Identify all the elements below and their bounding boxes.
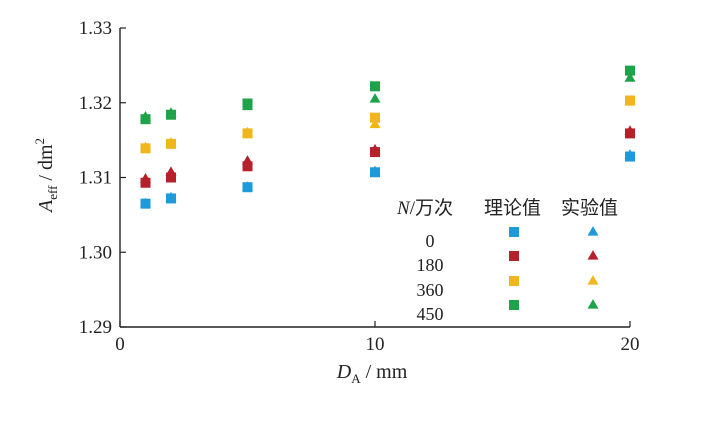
theory-point — [242, 161, 253, 172]
y-axis-unit: / dm — [35, 144, 57, 186]
theory-point — [166, 172, 176, 183]
y-tick-label: 1.29 — [79, 317, 112, 338]
x-tick-label: 0 — [115, 334, 125, 355]
theory-point — [166, 138, 176, 149]
legend: N/万次 理论值 实验值 0 180 360 450 — [396, 197, 618, 324]
axes — [119, 28, 630, 328]
theory-point — [625, 151, 635, 162]
legend-n-var: N — [396, 198, 411, 219]
legend-n-text: /万次 — [410, 197, 453, 219]
y-axis-var: A — [35, 199, 57, 214]
theory-point — [242, 98, 253, 109]
x-tick-label: 10 — [366, 334, 385, 355]
series-180 — [140, 125, 636, 188]
y-axis-sup: 2 — [32, 138, 47, 145]
y-tick-label: 1.30 — [79, 242, 112, 263]
theory-point — [370, 112, 380, 123]
y-axis-sub: eff — [45, 185, 60, 200]
theory-point — [140, 114, 151, 125]
legend-theory-marker — [509, 227, 519, 237]
y-tick-label: 1.31 — [79, 168, 112, 189]
legend-entry-label: 0 — [426, 231, 435, 251]
theory-point — [166, 193, 176, 204]
theory-point — [140, 198, 151, 209]
ticks: 1.29 1.30 1.31 1.32 1.33 0 10 20 — [79, 18, 640, 355]
theory-point — [625, 128, 635, 139]
x-axis-title: DA / mm — [336, 361, 408, 386]
theory-point — [370, 81, 380, 92]
legend-n-header: N/万次 — [396, 197, 453, 219]
series-360 — [140, 95, 636, 154]
x-tick-label: 20 — [621, 334, 640, 355]
theory-point — [140, 177, 151, 188]
theory-point — [370, 147, 380, 158]
data-points — [140, 65, 636, 209]
experiment-point — [369, 93, 381, 103]
legend-experiment-marker — [587, 275, 599, 285]
legend-experiment-marker — [587, 226, 599, 236]
legend-entry-label: 450 — [417, 304, 444, 324]
theory-point — [242, 182, 253, 193]
experiment-point — [369, 118, 381, 129]
theory-point — [242, 128, 253, 139]
series-450 — [140, 65, 636, 125]
x-axis-sub: A — [351, 371, 361, 386]
y-tick-label: 1.32 — [79, 93, 112, 114]
theory-point — [140, 143, 151, 154]
legend-entry-label: 360 — [417, 280, 444, 300]
legend-theory-marker — [509, 300, 519, 310]
theory-point — [625, 65, 635, 76]
legend-experiment-marker — [587, 250, 599, 260]
theory-point — [166, 109, 176, 120]
x-axis-unit: / mm — [361, 361, 408, 383]
series-0 — [140, 149, 636, 209]
theory-point — [370, 167, 380, 178]
legend-theory-header: 理论值 — [484, 197, 541, 219]
legend-experiment-header: 实验值 — [561, 197, 618, 219]
legend-experiment-marker — [587, 299, 599, 309]
legend-entry-label: 180 — [417, 255, 444, 275]
legend-theory-marker — [509, 276, 519, 286]
y-tick-label: 1.33 — [79, 18, 112, 39]
y-axis-title: Aeff / dm2 — [32, 138, 60, 214]
x-axis-var: D — [336, 361, 352, 383]
experiment-point — [624, 72, 636, 82]
legend-theory-marker — [509, 251, 519, 261]
theory-point — [625, 95, 635, 106]
